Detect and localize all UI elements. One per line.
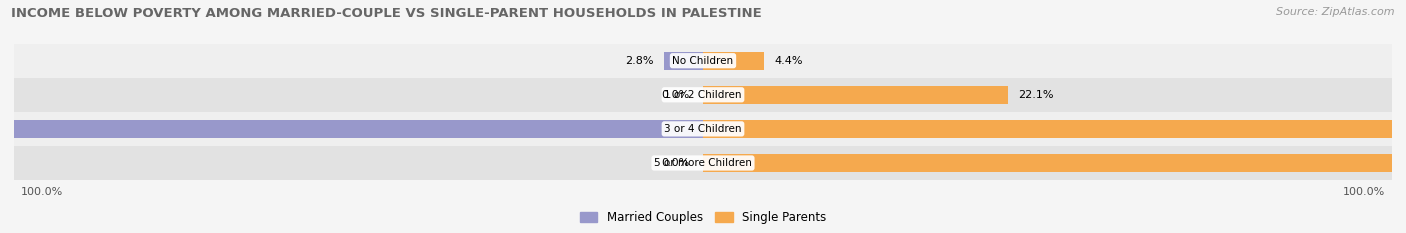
Bar [665,52,703,70]
Bar [4,120,703,138]
Bar [0,44,1406,78]
Bar [703,86,1008,104]
Text: 4.4%: 4.4% [775,56,803,66]
Legend: Married Couples, Single Parents: Married Couples, Single Parents [575,206,831,229]
Bar [703,52,763,70]
Text: 2.8%: 2.8% [624,56,654,66]
Bar [703,154,1406,172]
Text: INCOME BELOW POVERTY AMONG MARRIED-COUPLE VS SINGLE-PARENT HOUSEHOLDS IN PALESTI: INCOME BELOW POVERTY AMONG MARRIED-COUPL… [11,7,762,20]
Text: 0.0%: 0.0% [661,90,689,100]
Text: 1 or 2 Children: 1 or 2 Children [664,90,742,100]
Text: 3 or 4 Children: 3 or 4 Children [664,124,742,134]
Bar [703,120,1406,138]
Text: No Children: No Children [672,56,734,66]
Text: 5 or more Children: 5 or more Children [654,158,752,168]
Text: Source: ZipAtlas.com: Source: ZipAtlas.com [1277,7,1395,17]
Bar [0,112,1406,146]
Text: 100.0%: 100.0% [1343,187,1385,197]
Text: 22.1%: 22.1% [1018,90,1054,100]
Bar [0,78,1406,112]
Bar [0,146,1406,180]
Text: 0.0%: 0.0% [661,158,689,168]
Text: 100.0%: 100.0% [21,187,63,197]
